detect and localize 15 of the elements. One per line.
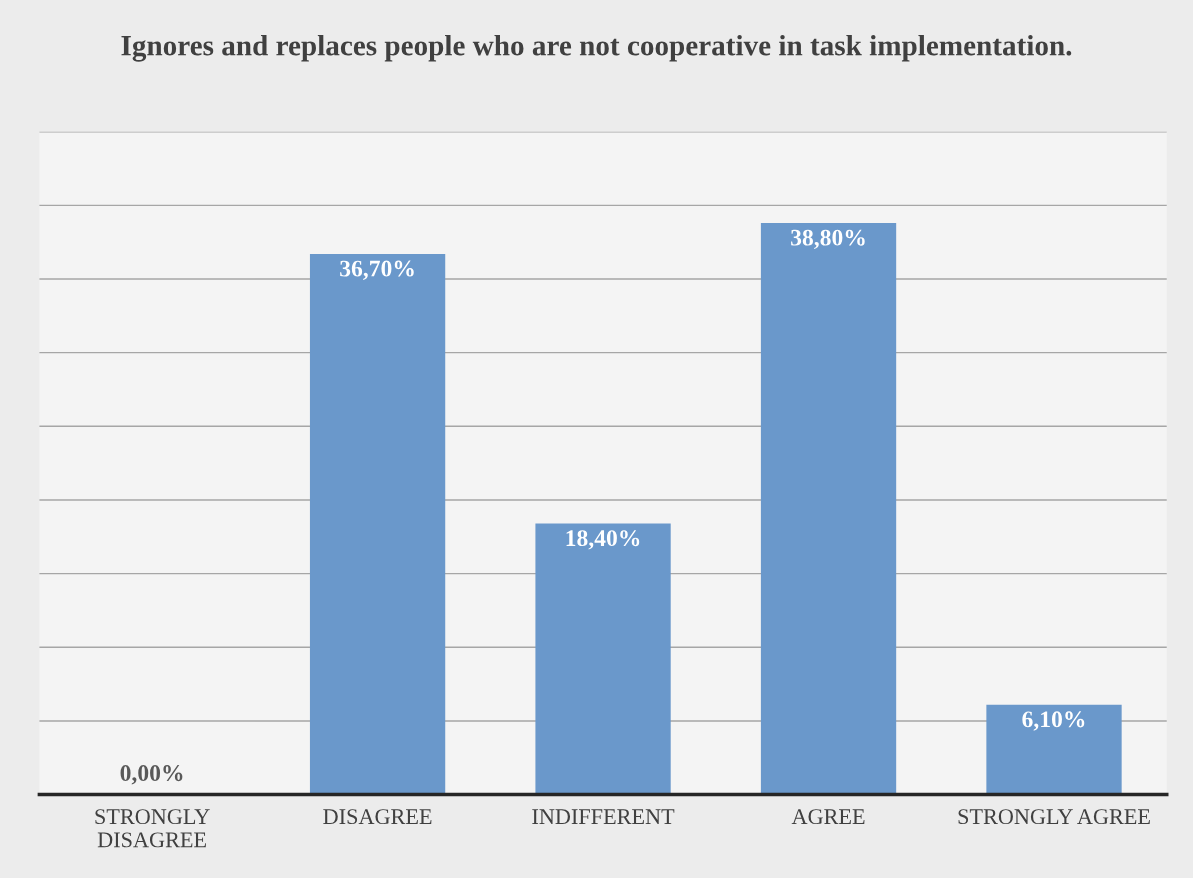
x-tick-label: AGREE (791, 809, 865, 825)
x-tick-label: INDIFFERENT (532, 809, 675, 824)
x-tick-label: DISAGREE (323, 809, 432, 825)
data-label: 38,80% (791, 229, 865, 250)
x-tick-label: STRONGLY DISAGREE (95, 809, 210, 848)
chart-title: Ignores and replaces people who are not cooperative in task implementation. (121, 34, 1072, 62)
bar (309, 253, 446, 795)
data-label: 18,40% (566, 530, 640, 550)
data-label: 0,00% (120, 765, 183, 785)
data-label: 6,10% (1022, 711, 1085, 731)
bar (535, 523, 671, 795)
x-tick-label: STRONGLY AGREE (958, 809, 1150, 825)
bar (760, 223, 897, 795)
data-label: 36,70% (340, 260, 414, 280)
bar (986, 704, 1122, 795)
